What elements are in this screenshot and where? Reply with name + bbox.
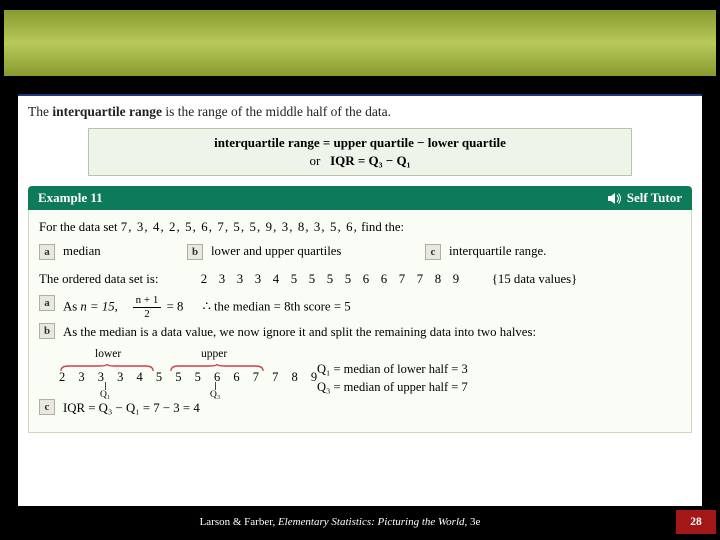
part-a: amedian xyxy=(39,242,179,262)
part-b: b lower and upper quartiles xyxy=(187,242,417,262)
sol-a-label: a xyxy=(39,295,55,311)
sol-a-eq8: = 8 xyxy=(167,300,184,314)
intro-bold: interquartile range xyxy=(52,104,162,119)
part-a-text: median xyxy=(63,242,101,262)
ordered-nums: 2 3 3 3 4 5 5 5 5 6 6 7 7 8 9 xyxy=(201,272,464,286)
sol-c-label: c xyxy=(39,399,55,415)
q3-eq: Q₃ = median of upper half = 7 xyxy=(317,378,468,397)
footer: Larson & Farber, Elementary Statistics: … xyxy=(4,510,716,534)
intro-text: The interquartile range is the range of … xyxy=(28,104,692,120)
upper-brace xyxy=(169,359,265,367)
example-header: Example 11 Self Tutor xyxy=(28,186,692,210)
speaker-icon xyxy=(608,193,622,204)
parts-row: amedian b lower and upper quartiles cinte… xyxy=(39,242,681,262)
formula-eq: IQR = Q₃ − Q₁ xyxy=(330,153,410,168)
sol-c-eq: IQR = Q₃ − Q₁ = 7 − 3 = 4 xyxy=(63,399,681,419)
part-c: c interquartile range. xyxy=(425,242,546,262)
part-b-label: b xyxy=(187,244,203,260)
solution-b: b As the median is a data value, we now … xyxy=(39,323,681,343)
frac-n: n + 1 xyxy=(133,295,162,308)
prompt-pre: For the data set xyxy=(39,220,121,234)
minus-sign: − xyxy=(417,135,424,150)
footer-author: Larson & Farber, xyxy=(200,516,278,528)
example-title: Example 11 xyxy=(38,190,103,206)
sol-a-text: As n = 15, n + 12 = 8 ∴ the median = 8th… xyxy=(63,295,681,320)
part-c-text: interquartile range. xyxy=(449,242,546,262)
sol-b-text: As the median is a data value, we now ig… xyxy=(63,323,681,343)
page-number: 28 xyxy=(676,510,716,534)
header-band xyxy=(4,8,716,78)
intro-pre: The xyxy=(28,104,52,119)
header-strip xyxy=(4,78,716,94)
footer-text: Larson & Farber, Elementary Statistics: … xyxy=(4,516,676,528)
q1-sub: Q₁ xyxy=(100,388,110,403)
part-c-label: c xyxy=(425,244,441,260)
sol-a-n15: n = 15, xyxy=(80,300,117,314)
solution-a: a As n = 15, n + 12 = 8 ∴ the median = 8… xyxy=(39,295,681,320)
part-b-text: lower and upper quartiles xyxy=(211,242,341,262)
formula-l1-pre: interquartile range = upper quartile xyxy=(214,135,417,150)
ordered-line: The ordered data set is: 2 3 3 3 4 5 5 5… xyxy=(39,270,681,290)
formula-box: interquartile range = upper quartile − l… xyxy=(88,128,632,176)
formula-line2: or IQR = Q₃ − Q₁ xyxy=(101,153,619,169)
prompt-post: find the: xyxy=(358,220,404,234)
q1-eq: Q₁ = median of lower half = 3 xyxy=(317,360,468,379)
self-tutor-label: Self Tutor xyxy=(627,190,682,206)
dataset: 7, 3, 4, 2, 5, 6, 7, 5, 5, 9, 3, 8, 3, 5… xyxy=(121,220,358,234)
formula-or: or xyxy=(310,153,321,168)
ordered-note: {15 data values} xyxy=(492,272,578,286)
part-a-label: a xyxy=(39,244,55,260)
intro-post: is the range of the middle half of the d… xyxy=(162,104,391,119)
sol-b-label: b xyxy=(39,323,55,339)
content-area: The interquartile range is the range of … xyxy=(18,94,702,506)
halves-nums: 2 3 3 3 4 5 5 5 6 6 7 7 8 9 xyxy=(59,368,322,387)
slide: The interquartile range is the range of … xyxy=(0,0,720,540)
sol-a-therefore: ∴ the median = 8th score = 5 xyxy=(203,300,351,314)
halves-figure: lower upper 2 3 3 3 4 5 5 5 6 6 7 7 8 9 … xyxy=(39,346,681,396)
footer-edition: , 3e xyxy=(465,516,481,528)
frac-d: 2 xyxy=(133,308,162,320)
lower-brace xyxy=(59,359,155,367)
prompt: For the data set 7, 3, 4, 2, 5, 6, 7, 5,… xyxy=(39,218,681,238)
sol-a-pre: As xyxy=(63,300,80,314)
example-body: For the data set 7, 3, 4, 2, 5, 6, 7, 5,… xyxy=(28,210,692,433)
ordered-pre: The ordered data set is: xyxy=(39,272,158,286)
formula-line1: interquartile range = upper quartile − l… xyxy=(101,135,619,151)
q3-sub: Q₃ xyxy=(210,388,220,403)
solution-c: c IQR = Q₃ − Q₁ = 7 − 3 = 4 xyxy=(39,399,681,419)
fraction: n + 12 xyxy=(133,295,162,320)
footer-title: Elementary Statistics: Picturing the Wor… xyxy=(278,516,465,528)
formula-l1-post: lower quartile xyxy=(425,135,506,150)
self-tutor[interactable]: Self Tutor xyxy=(608,190,682,206)
